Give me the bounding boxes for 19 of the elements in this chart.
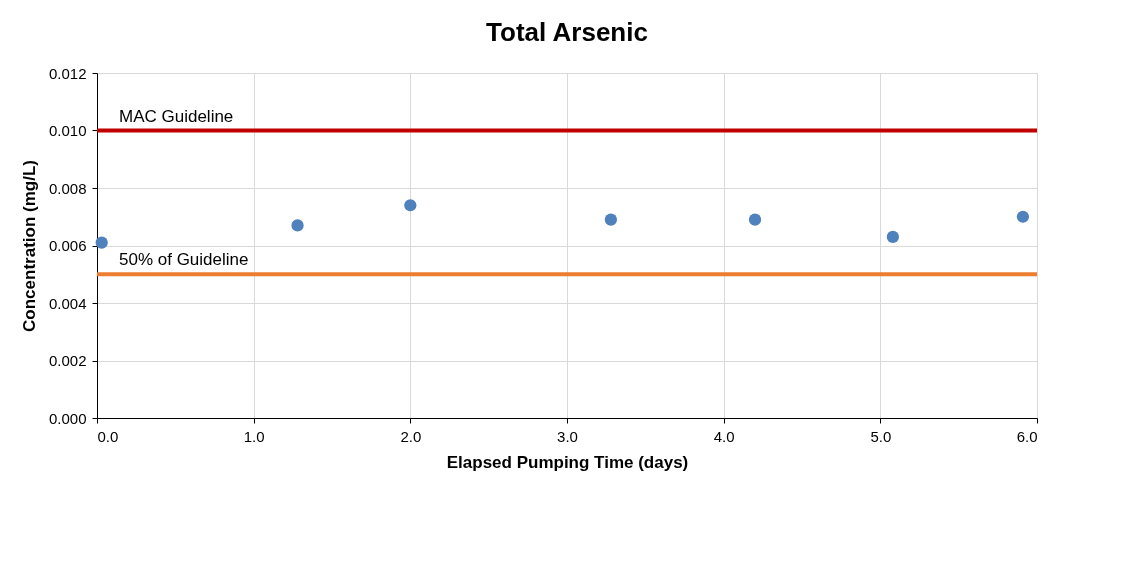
x-tick-label: 5.0: [870, 427, 892, 445]
x-tick-label: 3.0: [557, 427, 578, 445]
x-tick-label: 2.0: [400, 427, 422, 445]
ref-line-label: 50% of Guideline: [119, 250, 249, 270]
y-tick-label: 0.008: [48, 179, 87, 197]
y-tick-label: 0.004: [48, 294, 87, 312]
x-tick-label: 1.0: [243, 427, 265, 445]
y-tick-label: 0.006: [48, 237, 87, 254]
x-tick-label: 4.0: [713, 427, 735, 445]
x-axis-title: Elapsed Pumping Time (days): [446, 452, 689, 472]
chart-title: Total Arsenic: [486, 17, 648, 47]
ref-line-label: MAC Guideline: [119, 106, 234, 126]
x-tick-label: 0.0: [97, 427, 119, 445]
y-tick-label: 0.010: [48, 122, 87, 139]
y-tick-label: 0.012: [48, 64, 87, 82]
y-tick-label: 0.000: [48, 409, 87, 427]
x-tick-label: 6.0: [1016, 427, 1038, 445]
y-axis-title: Concentration (mg/L): [19, 160, 39, 332]
y-tick-label: 0.002: [48, 352, 87, 369]
